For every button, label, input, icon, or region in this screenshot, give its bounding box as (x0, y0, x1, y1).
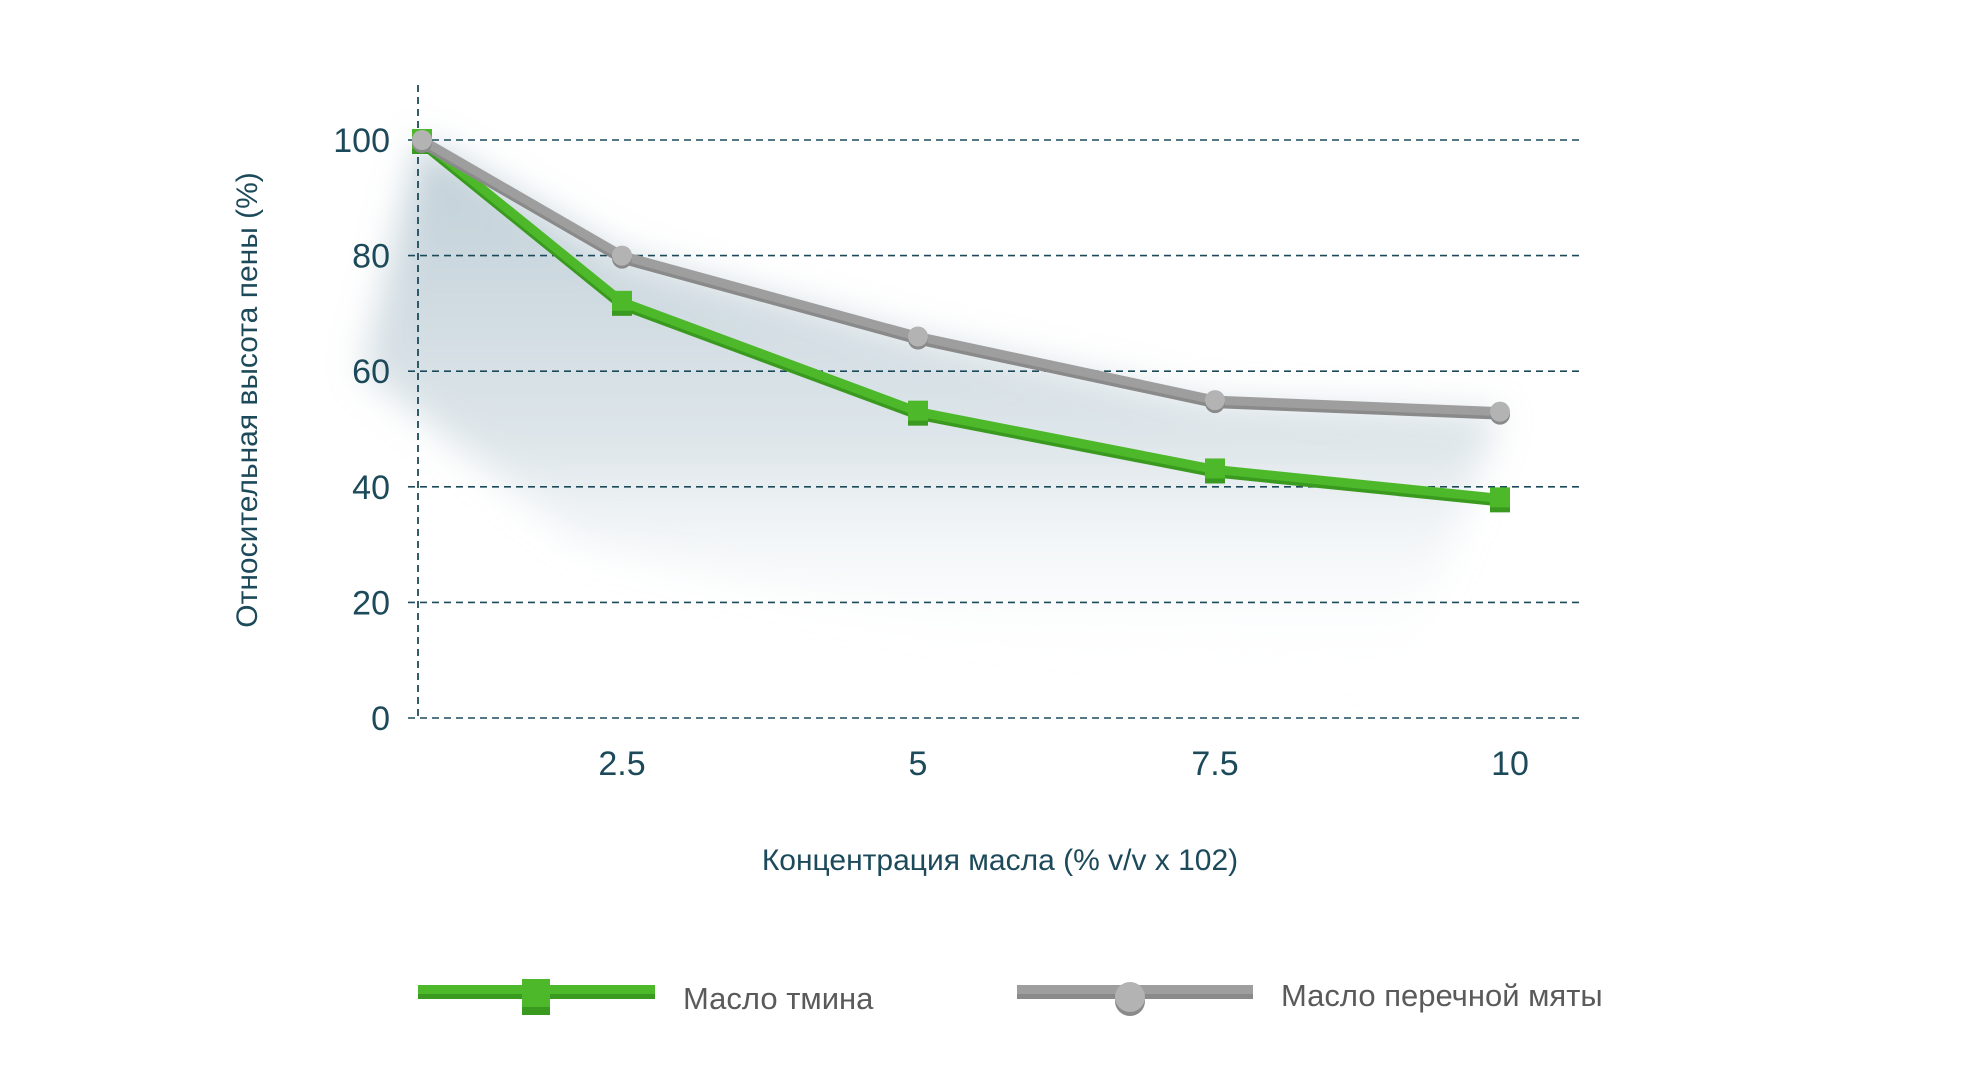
x-tick-label: 5 (909, 745, 928, 783)
y-tick-label: 0 (371, 700, 390, 738)
data-point (1490, 401, 1510, 422)
data-point (1490, 487, 1510, 508)
x-tick-label: 7.5 (1191, 745, 1238, 783)
data-point (412, 130, 432, 150)
x-tick-label: 10 (1491, 745, 1529, 783)
tick-labels: 0 20 40 60 80 100 2.5 5 7.5 10 (333, 122, 1529, 783)
data-point (908, 326, 928, 347)
legend-label: Масло тмина (683, 981, 874, 1016)
legend-marker (522, 979, 550, 1007)
data-point (612, 290, 632, 311)
y-tick-label: 80 (352, 238, 390, 276)
series-peppermint (412, 130, 1510, 425)
y-tick-label: 20 (352, 584, 390, 622)
y-tick-label: 60 (352, 353, 390, 391)
legend: Масло тмина Масло перечной мяты (418, 978, 1603, 1016)
y-tick-label: 100 (333, 122, 390, 160)
legend-label: Масло перечной мяты (1281, 978, 1603, 1013)
series (412, 129, 1510, 513)
data-point (1205, 390, 1225, 411)
y-axis-title: Относительная высота пены (%) (231, 172, 264, 627)
x-tick-label: 2.5 (598, 745, 645, 783)
x-axis-title: Концентрация масла (% v/v x 102) (762, 844, 1238, 877)
legend-marker (1115, 982, 1145, 1012)
legend-item-caraway: Масло тмина (418, 979, 874, 1016)
data-point (1205, 458, 1225, 479)
legend-item-peppermint: Масло перечной мяты (1017, 978, 1603, 1016)
data-point (612, 245, 632, 266)
y-tick-label: 40 (352, 469, 390, 507)
data-point (908, 400, 928, 421)
